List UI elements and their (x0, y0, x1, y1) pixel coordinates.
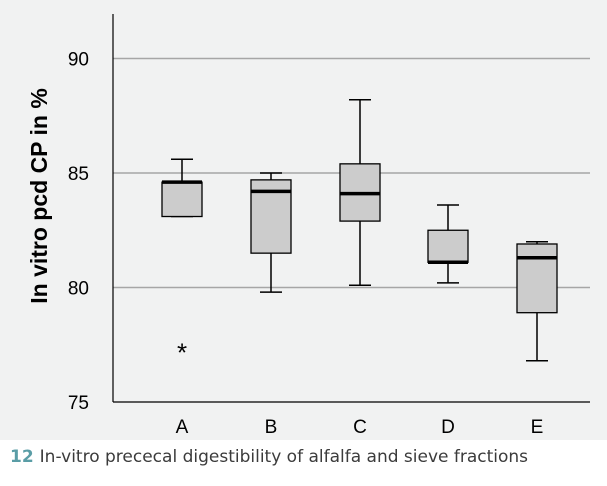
x-tick-label-a: A (176, 417, 189, 438)
figure-caption-text: In-vitro prececal digestibility of alfal… (39, 447, 529, 467)
box-d (427, 229, 469, 263)
chart-panel (0, 0, 607, 440)
x-tick-label-c: C (353, 417, 367, 438)
y-tick-label-75: 75 (68, 393, 89, 414)
x-tick-label-e: E (531, 417, 544, 438)
figure-caption: 12 In-vitro prececal digestibility of alf… (10, 447, 607, 467)
outlier-marker-a-0: * (177, 337, 187, 367)
x-tick-label-b: B (265, 417, 278, 438)
x-tick-label-d: D (441, 417, 455, 438)
y-axis-title: In vitro pcd CP in % (26, 88, 52, 304)
box-e (516, 243, 558, 314)
boxplot-chart: 75 80 85 90 In vitro pcd CP in % * A B C D E (26, 14, 590, 438)
y-tick-label-85: 85 (68, 164, 89, 185)
box-a (161, 181, 203, 218)
figure-number: 12 (10, 447, 34, 467)
y-tick-label-90: 90 (68, 50, 89, 71)
y-tick-label-80: 80 (68, 279, 89, 300)
